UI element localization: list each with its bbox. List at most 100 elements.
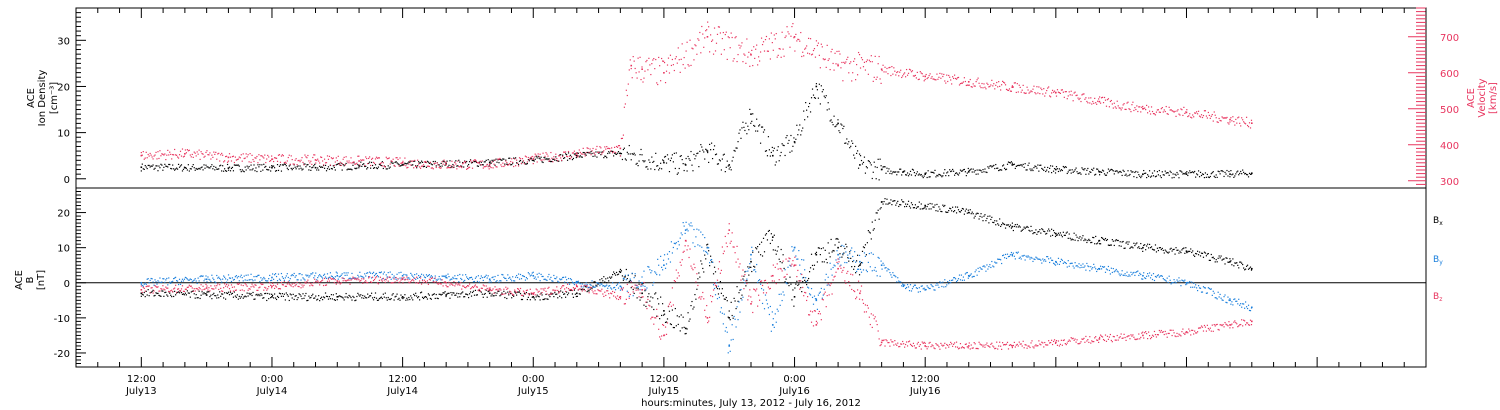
velocity-point (165, 158, 167, 161)
density-point (1179, 170, 1181, 172)
bx-point (835, 238, 837, 240)
velocity-point (511, 158, 513, 160)
by-point (794, 246, 796, 248)
by-point (980, 268, 982, 270)
density-point (286, 167, 288, 169)
density-point (802, 127, 804, 129)
bx-point (919, 208, 921, 210)
velocity-point (611, 147, 613, 149)
velocity-point (1206, 117, 1208, 119)
bx-point (800, 287, 802, 289)
bx-point (1080, 239, 1082, 241)
by-point (820, 287, 822, 290)
by-point (1119, 274, 1121, 277)
by-point (678, 244, 680, 246)
density-point (409, 161, 411, 163)
by-point (502, 274, 504, 276)
bx-point (943, 205, 945, 208)
velocity-point (533, 156, 535, 158)
density-point (222, 165, 224, 167)
by-point (661, 266, 663, 268)
density-point (1006, 163, 1009, 165)
bx-point (187, 292, 189, 294)
by-point (880, 264, 883, 267)
velocity-point (937, 78, 939, 80)
by-point (675, 242, 677, 244)
by-point (467, 278, 470, 280)
bx-point (674, 307, 676, 310)
bx-point (543, 298, 545, 301)
by-point (710, 258, 713, 261)
velocity-point (1053, 90, 1056, 92)
by-point (932, 285, 934, 288)
velocity-point (1130, 111, 1132, 113)
density-point (850, 145, 852, 147)
by-point (1130, 271, 1132, 273)
bx-point (725, 296, 727, 299)
by-point (940, 282, 942, 284)
by-point (415, 278, 417, 280)
by-point (1218, 296, 1220, 298)
bx-point (837, 246, 839, 249)
by-point (750, 253, 752, 256)
density-point (862, 161, 865, 164)
bx-point (1077, 240, 1079, 242)
by-point (478, 281, 480, 283)
density-point (615, 153, 618, 156)
bx-point (1133, 242, 1135, 244)
velocity-point (581, 153, 583, 155)
density-point (617, 151, 620, 153)
bx-point (885, 203, 887, 205)
bx-point (1107, 244, 1110, 246)
by-point (708, 247, 710, 249)
density-point (230, 167, 233, 170)
by-point (363, 277, 365, 279)
density-point (504, 163, 506, 165)
velocity-point (1167, 113, 1169, 115)
bx-point (1050, 228, 1053, 230)
velocity-point (822, 58, 824, 60)
bx-point (664, 321, 667, 324)
by-point (252, 280, 254, 282)
by-point (767, 307, 770, 309)
bx-point (1156, 247, 1159, 249)
bx-point (430, 298, 432, 300)
bx-point (897, 200, 899, 202)
bx-point (511, 297, 513, 299)
velocity-point (202, 153, 204, 155)
density-point (371, 164, 374, 167)
density-point (1034, 165, 1036, 167)
bx-point (433, 293, 435, 295)
velocity-point (504, 164, 506, 166)
velocity-point (1230, 117, 1232, 119)
bx-point (928, 208, 930, 210)
bx-point (683, 326, 685, 328)
velocity-point (565, 155, 568, 157)
by-point (676, 248, 678, 250)
bx-point (271, 293, 273, 295)
bx-point (522, 295, 525, 297)
density-point (775, 161, 777, 163)
bx-point (206, 291, 208, 293)
bx-point (609, 276, 611, 278)
velocity-point (971, 86, 973, 88)
by-point (567, 277, 570, 280)
bx-point (903, 201, 905, 203)
bx-point (819, 254, 821, 256)
bx-point (544, 298, 546, 300)
density-point (391, 162, 393, 164)
bx-point (355, 299, 357, 301)
velocity-point (145, 151, 147, 153)
velocity-point (409, 160, 411, 162)
bx-point (223, 297, 225, 299)
by-point (536, 273, 538, 275)
density-point (1219, 173, 1221, 175)
density-point (343, 165, 345, 167)
density-point (1246, 174, 1249, 176)
bx-point (194, 297, 196, 299)
by-point (596, 282, 598, 284)
bx-point (1220, 255, 1222, 257)
density-point (697, 152, 699, 154)
bx-point (619, 268, 622, 271)
by-point (1050, 257, 1052, 259)
